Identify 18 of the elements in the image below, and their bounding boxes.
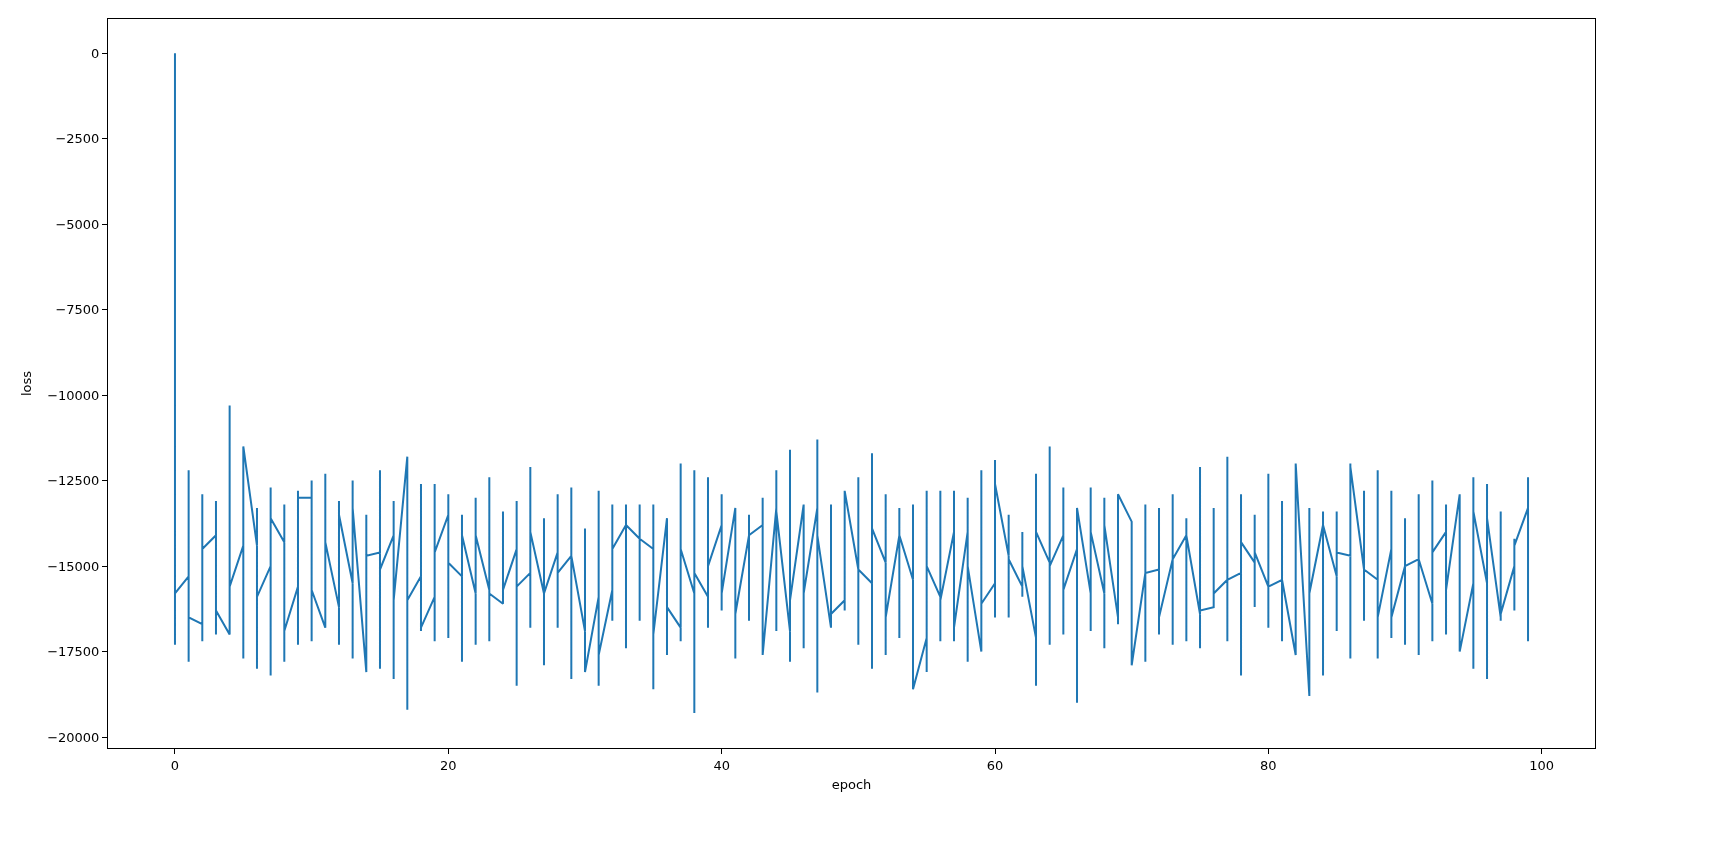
x-tick-label: 40 xyxy=(713,757,730,773)
y-tick-label: −12500 xyxy=(47,473,100,489)
x-tick-label: 80 xyxy=(1260,757,1277,773)
line-series xyxy=(173,52,1530,715)
y-tick-label: −5000 xyxy=(55,216,100,232)
y-tick-label: −20000 xyxy=(47,729,100,745)
x-axis-title: epoch xyxy=(831,777,872,793)
y-tick-label: −15000 xyxy=(47,558,100,574)
y-tick-label: −17500 xyxy=(47,644,100,660)
y-tick-label: −7500 xyxy=(55,302,100,318)
x-tick-label: 20 xyxy=(440,757,457,773)
y-tick-label: −2500 xyxy=(55,131,100,147)
x-tick-label: 0 xyxy=(170,757,180,773)
y-tick-label: −10000 xyxy=(47,387,100,403)
y-axis-title: loss xyxy=(19,370,35,397)
y-tick-label: 0 xyxy=(91,45,100,61)
x-tick-label: 60 xyxy=(986,757,1004,773)
x-tick-label: 100 xyxy=(1529,757,1555,773)
